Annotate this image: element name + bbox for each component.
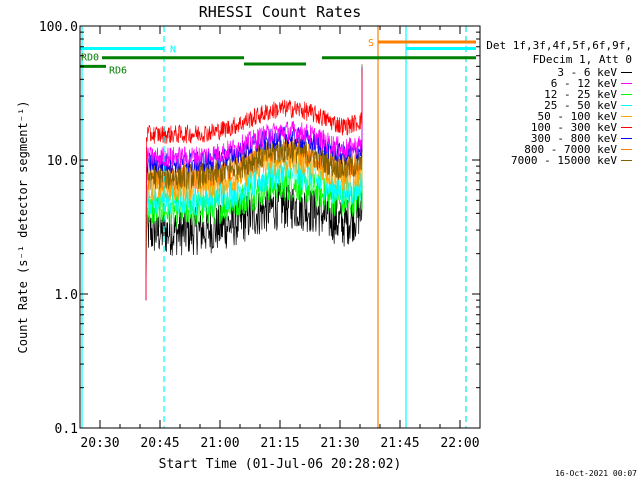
legend-label: 3 - 6 keV bbox=[557, 66, 617, 79]
legend-label: 100 - 300 keV bbox=[530, 121, 617, 134]
y-tick-label: 100.0 bbox=[39, 20, 78, 35]
y-tick-label: 10.0 bbox=[47, 154, 78, 169]
legend-swatch bbox=[621, 105, 632, 106]
legend-label: 25 - 50 keV bbox=[544, 99, 617, 112]
legend-entries: 3 - 6 keV 6 - 12 keV 12 - 25 keV 25 - 50 ke… bbox=[480, 67, 632, 166]
x-tick-label: 21:45 bbox=[380, 436, 419, 451]
legend: Det 1f,3f,4f,5f,6f,9f, FDecim 1, Att 0 3 … bbox=[480, 39, 632, 166]
x-tick-label: 21:00 bbox=[200, 436, 239, 451]
series-layer bbox=[145, 64, 363, 301]
legend-header-line: Det 1f,3f,4f,5f,6f,9f, bbox=[486, 39, 632, 52]
x-tick-label: 20:30 bbox=[80, 436, 119, 451]
legend-entry: 3 - 6 keV bbox=[480, 67, 632, 78]
legend-label: 50 - 100 keV bbox=[537, 110, 617, 123]
x-tick-label: 22:00 bbox=[440, 436, 479, 451]
series-25-50keV bbox=[145, 73, 363, 301]
flag-label: RD6 bbox=[109, 65, 127, 76]
series-100-300keV bbox=[145, 69, 363, 301]
flag-label: N bbox=[170, 44, 176, 55]
legend-label: 800 - 7000 keV bbox=[524, 143, 617, 156]
chart-title: RHESSI Count Rates bbox=[199, 3, 362, 21]
legend-label: 300 - 800 keV bbox=[530, 132, 617, 145]
flag-label: S bbox=[368, 38, 374, 49]
legend-label: 12 - 25 keV bbox=[544, 88, 617, 101]
axes-layer: 0.1 1.0 10.0 100.0 20:30 20:45 21:00 21:15 21:30… bbox=[39, 20, 481, 451]
legend-swatch bbox=[621, 138, 632, 139]
legend-entry: 800 - 7000 keV bbox=[480, 144, 632, 155]
x-tick-label: 21:30 bbox=[320, 436, 359, 451]
series-6-12keV bbox=[145, 77, 363, 301]
legend-swatch bbox=[621, 116, 632, 117]
legend-swatch bbox=[621, 127, 632, 128]
legend-header: Det 1f,3f,4f,5f,6f,9f, FDecim 1, Att 0 bbox=[480, 39, 632, 67]
y-tick-label: 0.1 bbox=[55, 422, 78, 437]
legend-swatch bbox=[621, 72, 632, 73]
x-tick-label: 20:45 bbox=[140, 436, 179, 451]
x-axis-label: Start Time (01-Jul-06 20:28:02) bbox=[159, 457, 402, 472]
y-tick-label: 1.0 bbox=[55, 288, 78, 303]
legend-entry: 50 - 100 keV bbox=[480, 111, 632, 122]
series-3-6keV bbox=[145, 79, 363, 301]
legend-swatch bbox=[621, 83, 632, 84]
series-50-100keV bbox=[145, 71, 363, 301]
legend-swatch bbox=[621, 160, 632, 161]
legend-entry: 12 - 25 keV bbox=[480, 89, 632, 100]
legend-entry: 25 - 50 keV bbox=[480, 100, 632, 111]
flag-label: RD0 bbox=[81, 53, 99, 64]
legend-header-line: FDecim 1, Att 0 bbox=[532, 53, 632, 66]
legend-entry: 300 - 800 keV bbox=[480, 133, 632, 144]
legend-label: 6 - 12 keV bbox=[550, 77, 617, 90]
flag-layer: N S RD0 RD6 bbox=[80, 26, 476, 428]
plot-frame bbox=[79, 25, 481, 429]
legend-entry: 6 - 12 keV bbox=[480, 78, 632, 89]
y-axis-label: Count Rate (s⁻¹ detector segment⁻¹) bbox=[16, 101, 30, 354]
legend-entry: 7000 - 15000 keV bbox=[480, 155, 632, 166]
legend-swatch bbox=[621, 94, 632, 95]
series-7000-15000keV bbox=[145, 64, 363, 301]
x-tick-label: 21:15 bbox=[260, 436, 299, 451]
render-timestamp: 16-Oct-2021 00:07 bbox=[555, 469, 637, 478]
legend-swatch bbox=[621, 149, 632, 150]
legend-label: 7000 - 15000 keV bbox=[511, 154, 617, 167]
legend-entry: 100 - 300 keV bbox=[480, 122, 632, 133]
